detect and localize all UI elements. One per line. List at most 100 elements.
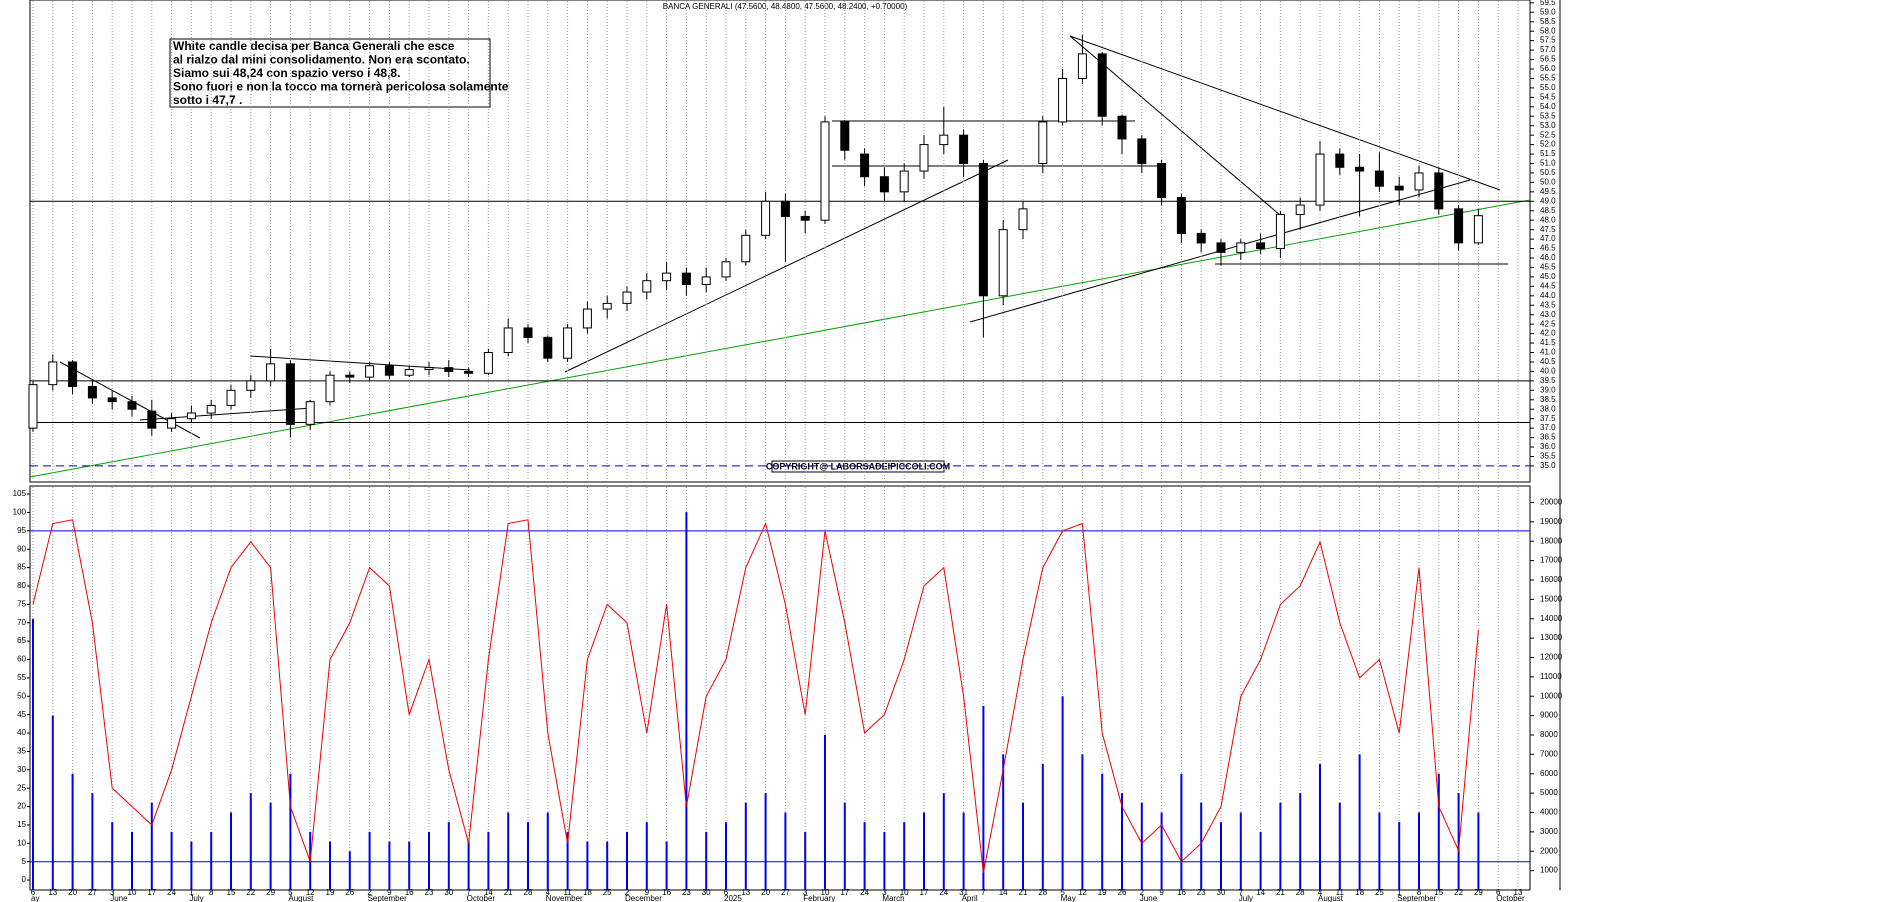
x-tick-label: 21 xyxy=(1276,888,1285,897)
candle-body xyxy=(246,380,256,391)
x-tick-label: 10 xyxy=(821,888,830,897)
candle-body xyxy=(1434,172,1444,210)
x-tick-label: 24 xyxy=(939,888,948,897)
x-tick-label: 1 xyxy=(1397,888,1402,897)
y2-tick-label: 8000 xyxy=(1540,730,1558,739)
x-tick-label: 11 xyxy=(563,888,572,897)
price-frame xyxy=(29,0,1531,483)
candle-body xyxy=(1295,204,1305,216)
candle-body xyxy=(1256,242,1266,250)
candle-body xyxy=(642,280,652,293)
y-tick-label: 30 xyxy=(17,765,26,774)
x-tick-label: 17 xyxy=(920,888,929,897)
y-tick-label: 85 xyxy=(17,563,26,572)
y2-tick-label: 16000 xyxy=(1540,575,1563,584)
x-month-label: September xyxy=(368,894,407,902)
x-tick-label: 4 xyxy=(546,888,551,897)
candle-body xyxy=(721,261,731,278)
x-month-label: August xyxy=(288,894,314,902)
x-tick-label: 29 xyxy=(1474,888,1483,897)
y2-tick-label: 12000 xyxy=(1540,653,1563,662)
y-tick-label: 40 xyxy=(17,728,26,737)
annotation-line: Siamo sui 48,24 con spazio verso i 48,8. xyxy=(173,66,400,80)
y-tick-label: 41.5 xyxy=(1540,338,1556,347)
x-tick-label: 8 xyxy=(1417,888,1422,897)
y2-tick-label: 14000 xyxy=(1540,614,1563,623)
y-tick-label: 54.0 xyxy=(1540,102,1556,111)
x-tick-label: 10 xyxy=(128,888,137,897)
candle-body xyxy=(1117,115,1127,140)
y2-tick-label: 15000 xyxy=(1540,594,1563,603)
copyright: COPYRIGHT@ LABORSADEIPICCOLI.COM xyxy=(766,461,950,471)
chart-title: BANCA GENERALI (47.5600, 48.4800, 47.560… xyxy=(663,2,908,11)
y-tick-label: 52.5 xyxy=(1540,130,1556,139)
candle-body xyxy=(503,327,513,354)
candle-body xyxy=(1216,242,1226,253)
y-tick-label: 10 xyxy=(17,838,26,847)
x-tick-label: 13 xyxy=(1514,888,1523,897)
candle-body xyxy=(424,367,434,371)
candle-body xyxy=(285,363,295,425)
y-tick-label: 52.0 xyxy=(1540,140,1556,149)
x-month-label: October xyxy=(1496,894,1525,902)
x-month-label: ay xyxy=(31,894,39,902)
y-tick-label: 45.0 xyxy=(1540,272,1556,281)
y2-tick-label: 17000 xyxy=(1540,556,1563,565)
y-tick-label: 45 xyxy=(17,710,26,719)
candle-body xyxy=(681,272,691,285)
x-tick-label: 2 xyxy=(1140,888,1145,897)
x-tick-label: 20 xyxy=(761,888,770,897)
candle-body xyxy=(1315,153,1325,206)
trendline xyxy=(139,407,313,421)
x-tick-label: 18 xyxy=(583,888,592,897)
y-tick-label: 58.5 xyxy=(1540,17,1556,26)
candle-body xyxy=(959,134,969,165)
candle-body xyxy=(1058,77,1068,123)
indicator-frame xyxy=(29,485,1531,891)
candle-body xyxy=(543,336,553,359)
y-tick-label: 70 xyxy=(17,618,26,627)
candle-body xyxy=(68,361,78,388)
y2-tick-label: 9000 xyxy=(1540,711,1558,720)
annotation-line: sotto i 47,7 . xyxy=(173,93,242,107)
candle-body xyxy=(444,367,454,372)
y-tick-label: 59.5 xyxy=(1540,0,1556,7)
candle-body xyxy=(1355,166,1365,172)
y-tick-label: 40.5 xyxy=(1540,357,1556,366)
y-tick-label: 57.0 xyxy=(1540,45,1556,54)
candle-body xyxy=(325,374,335,403)
x-tick-label: 31 xyxy=(959,888,968,897)
y-tick-label: 49.0 xyxy=(1540,196,1556,205)
y-tick-label: 51.5 xyxy=(1540,149,1556,158)
y-tick-label: 0 xyxy=(22,875,27,884)
y-tick-label: 100 xyxy=(13,508,27,517)
candle-body xyxy=(28,384,38,429)
x-tick-label: 28 xyxy=(1038,888,1047,897)
y-tick-label: 105 xyxy=(13,489,27,498)
y-tick-label: 47.0 xyxy=(1540,234,1556,243)
y-tick-label: 40.0 xyxy=(1540,367,1556,376)
y-tick-label: 65 xyxy=(17,636,26,645)
y-tick-label: 43.5 xyxy=(1540,300,1556,309)
x-month-label: June xyxy=(1140,894,1158,902)
x-month-label: December xyxy=(625,894,662,902)
candle-body xyxy=(147,410,157,429)
x-tick-label: 2 xyxy=(625,888,630,897)
y-tick-label: 53.5 xyxy=(1540,111,1556,120)
y-tick-label: 41.0 xyxy=(1540,348,1556,357)
oscillator-line xyxy=(32,519,1479,873)
x-month-label: August xyxy=(1318,894,1344,902)
x-tick-label: 25 xyxy=(603,888,612,897)
candle-body xyxy=(186,412,196,420)
candle-body xyxy=(107,397,117,403)
x-tick-label: 29 xyxy=(266,888,275,897)
y-tick-label: 48.5 xyxy=(1540,206,1556,215)
x-tick-label: 8 xyxy=(209,888,214,897)
y-tick-label: 38.5 xyxy=(1540,395,1556,404)
x-tick-label: 30 xyxy=(702,888,711,897)
candle-body xyxy=(840,121,850,151)
x-tick-label: 16 xyxy=(662,888,671,897)
x-tick-label: 14 xyxy=(999,888,1008,897)
candle-body xyxy=(48,361,58,386)
x-tick-label: 19 xyxy=(1098,888,1107,897)
